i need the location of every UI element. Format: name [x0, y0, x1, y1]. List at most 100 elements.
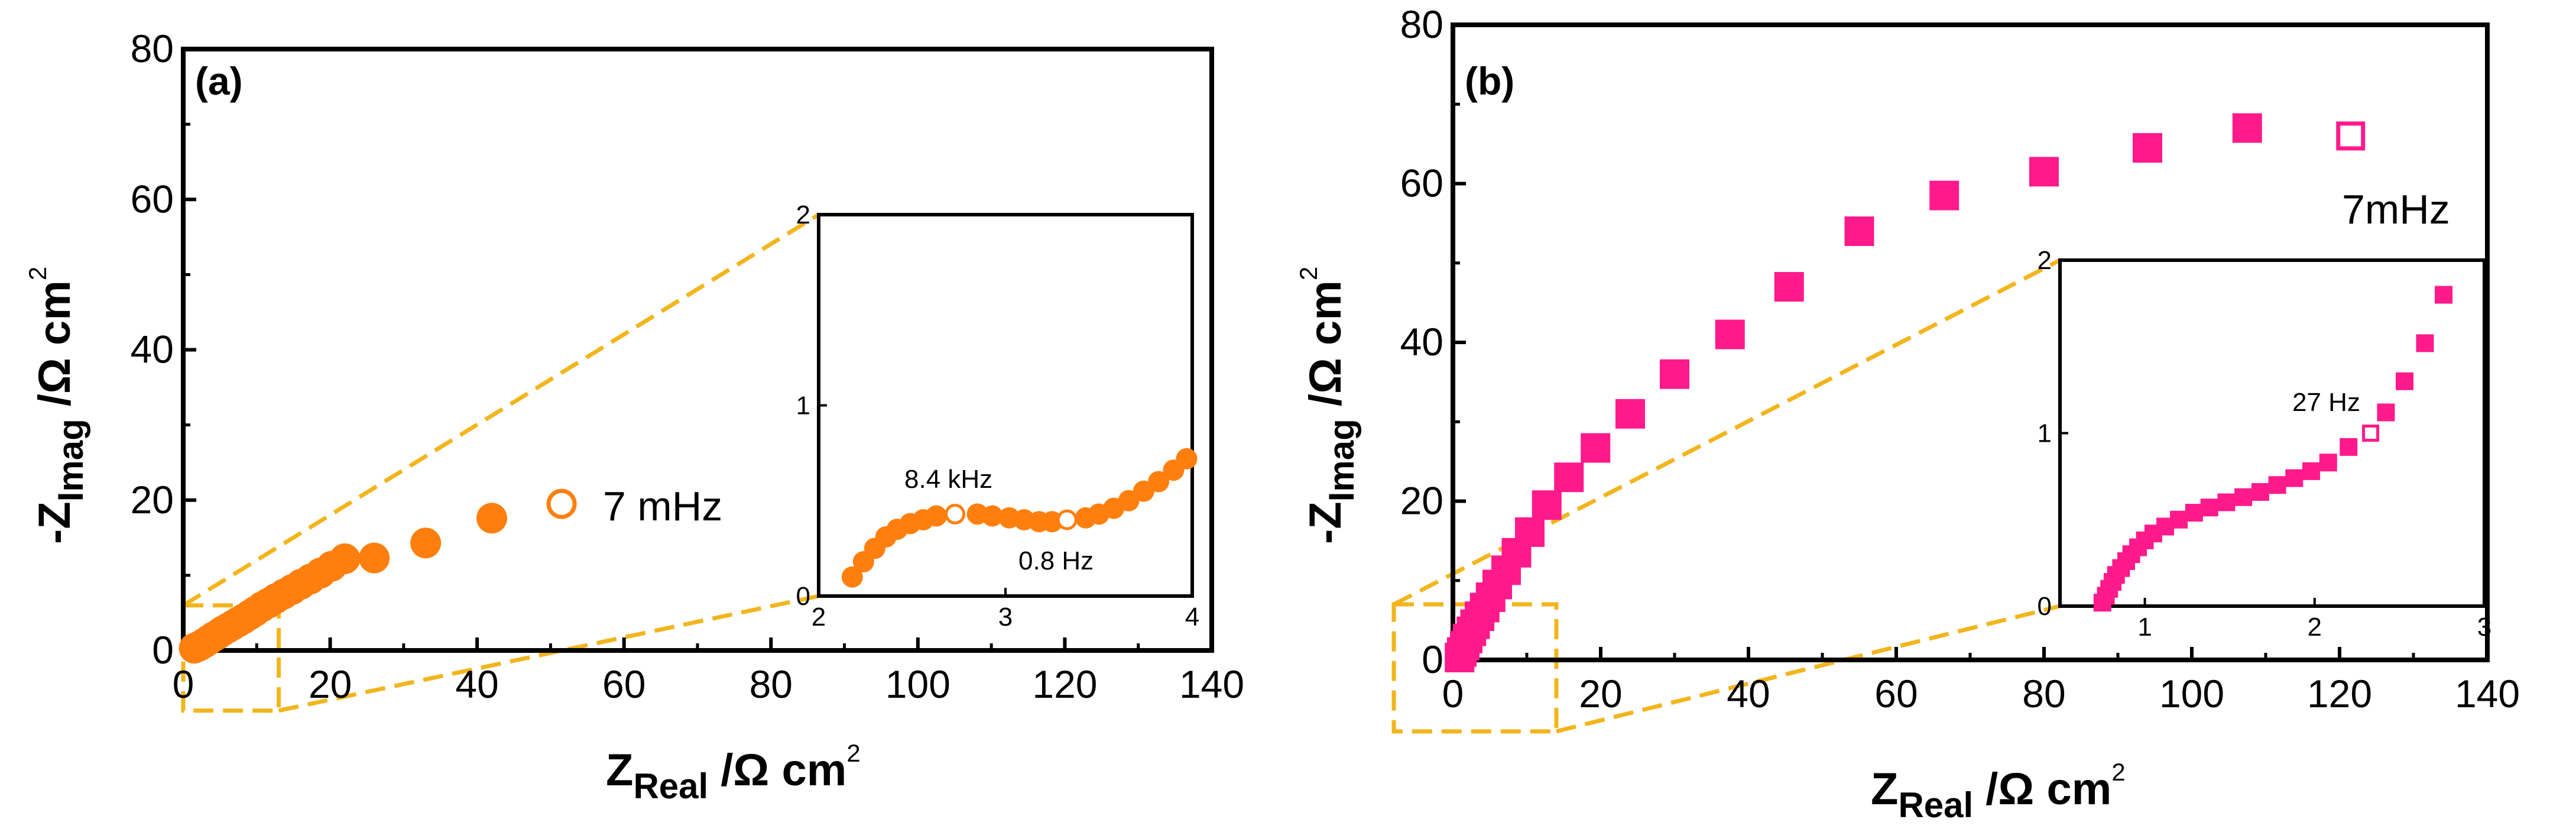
data-point	[1660, 359, 1689, 389]
panel-b-xlabel-sub: Real	[1898, 785, 1973, 825]
inset-data-point	[1176, 448, 1198, 470]
panel-b-ylabel-main: -Z	[1300, 501, 1351, 544]
data-point	[1581, 433, 1611, 463]
y-tick-label: 60	[1400, 161, 1443, 205]
panel-b-open-point-label: 7mHz	[2342, 186, 2450, 232]
inset-data-point	[2302, 462, 2321, 480]
data-point	[1929, 180, 1959, 211]
panel-a-xlabel: ZReal /Ω cm2	[606, 739, 861, 806]
x-tick-label: 80	[750, 662, 793, 706]
inset-data-point	[981, 505, 1003, 527]
panel-a-open-point-label: 7 mHz	[603, 483, 722, 529]
panel-a-ylabel-sup: 2	[24, 267, 51, 280]
inset-open-data-point	[1056, 509, 1078, 530]
panel-a-ylabel-unit: /Ω cm	[30, 280, 80, 419]
data-point	[2133, 133, 2162, 163]
inset-data-point	[2377, 403, 2395, 422]
panel-a-inset-ticks: 2 3 4 0 1 2	[796, 200, 1200, 632]
y-tick-label: 40	[1400, 320, 1443, 364]
x-tick-label: 40	[455, 662, 498, 706]
data-point	[1844, 216, 1874, 247]
panel-b-inset: 1 2 3 0 1 2 27 Hz	[2038, 246, 2492, 642]
inset-data-point	[2185, 504, 2203, 522]
inset-x-tick-label: 4	[1185, 603, 1199, 632]
y-tick-label: 80	[1400, 2, 1443, 46]
y-tick-label: 20	[131, 478, 174, 522]
panel-a-xlabel-main: Z	[606, 745, 633, 795]
inset-y-tick-label: 2	[796, 200, 810, 229]
data-point	[1615, 399, 1645, 429]
inset-open-data-point	[2362, 425, 2380, 442]
panel-a-ylabel: -ZImag /Ω cm2	[24, 267, 90, 544]
panel-b-xlabel-unit: /Ω cm	[1973, 764, 2111, 814]
panel-b-inset-annotation-1: 27 Hz	[2292, 388, 2360, 417]
inset-data-point	[841, 566, 863, 588]
panel-b-ylabel: -ZImag /Ω cm2	[1295, 267, 1361, 544]
inset-x-tick-label: 2	[2308, 613, 2322, 642]
y-tick-label: 0	[152, 628, 174, 672]
panel-b-label: (b)	[1465, 59, 1514, 103]
panel-b-inset-ticks: 1 2 3 0 1 2	[2038, 246, 2492, 642]
inset-y-tick-label: 1	[796, 391, 810, 420]
inset-data-point	[2251, 483, 2269, 501]
data-point	[329, 543, 361, 574]
panel-a-xlabel-unit: /Ω cm	[708, 745, 846, 795]
x-tick-label: 20	[1579, 672, 1622, 716]
inset-data-point	[2319, 454, 2337, 472]
y-tick-label: 80	[131, 27, 174, 70]
inset-data-point	[2435, 286, 2453, 304]
x-tick-label: 80	[2022, 672, 2065, 716]
panel-b-ticks: 0 20 40 60 80 100 120 140 0 20 40 60 80	[1400, 2, 2520, 716]
inset-data-point	[926, 505, 948, 527]
x-tick-label: 120	[1032, 662, 1097, 706]
panel-b-xlabel: ZReal /Ω cm2	[1871, 758, 2126, 825]
x-tick-label: 120	[2307, 672, 2372, 716]
data-point	[1715, 319, 1745, 349]
panel-b-ylabel-sub: Imag	[1322, 419, 1361, 501]
data-point	[476, 503, 507, 534]
x-tick-label: 40	[1727, 672, 1770, 716]
zoom-connector-top	[182, 213, 820, 607]
inset-data-point	[2268, 476, 2286, 494]
open-data-point	[546, 488, 577, 519]
x-tick-label: 100	[2159, 672, 2224, 716]
inset-y-tick-label: 1	[2038, 419, 2052, 448]
x-tick-label: 60	[602, 662, 645, 706]
inset-data-point	[2396, 372, 2414, 390]
open-data-point	[2336, 121, 2366, 151]
panel-a-zoom-lines	[181, 213, 820, 713]
x-tick-label: 140	[1179, 662, 1244, 706]
inset-y-tick-label: 0	[796, 582, 810, 611]
panel-a-series	[179, 488, 577, 664]
y-tick-label: 40	[131, 328, 174, 371]
data-point	[1774, 272, 1804, 302]
inset-data-point	[2234, 488, 2253, 506]
panel-a-label: (a)	[195, 59, 243, 103]
inset-y-tick-label: 0	[2038, 592, 2052, 621]
panel-a-inset-annotation-1: 8.4 kHz	[904, 465, 992, 494]
zoom-connector-bottom	[1556, 604, 2061, 734]
y-tick-label: 20	[1400, 479, 1443, 523]
inset-x-tick-label: 3	[2477, 613, 2491, 642]
panel-b-xlabel-main: Z	[1871, 764, 1898, 814]
zoom-connector-bottom	[278, 594, 819, 713]
panel-a-inset: 2 3 4 0 1 2 8.4 kHz 0.8 Hz	[796, 200, 1200, 632]
inset-data-point	[2170, 510, 2188, 529]
x-tick-label: 0	[173, 662, 194, 706]
data-point	[2232, 113, 2262, 143]
zoom-box	[1391, 602, 1559, 734]
panel-a-inset-series	[841, 448, 1198, 588]
x-tick-label: 60	[1874, 672, 1918, 716]
panel-a-xlabel-sub: Real	[633, 766, 708, 806]
zoom-box	[181, 603, 281, 713]
panel-b-ylabel-sup: 2	[1295, 267, 1322, 280]
x-tick-label: 0	[1442, 672, 1464, 716]
panel-b-inset-series	[2093, 286, 2453, 612]
data-point	[1515, 517, 1545, 547]
data-point	[410, 527, 442, 559]
inset-data-point	[2340, 438, 2358, 456]
panel-b: (b) 0 20 40 60 80 100 120 140 0 20 40 60 80 7mHz 1 2 3…	[1295, 2, 2520, 825]
x-tick-label: 140	[2455, 672, 2520, 716]
